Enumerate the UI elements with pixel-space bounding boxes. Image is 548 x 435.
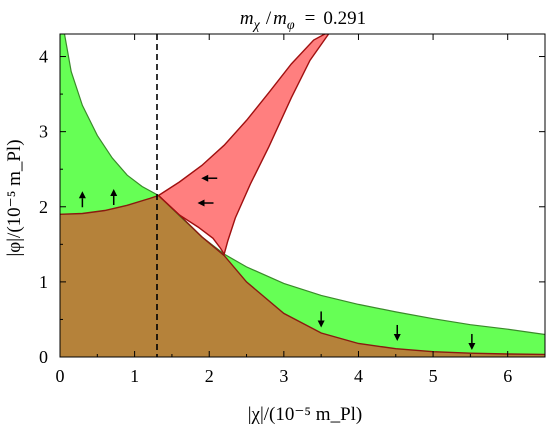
x-tick-label: 4 [354, 366, 363, 386]
y-tick-label: 3 [39, 122, 48, 142]
y-axis-ticks: 0 1 2 3 4 [39, 47, 545, 367]
x-tick-label: 3 [279, 366, 288, 386]
red-upper-boundary-line [158, 33, 326, 197]
x-tick-label: 1 [130, 366, 139, 386]
title-m2: m [273, 8, 287, 29]
x-axis-ticks: 0 1 2 3 4 5 6 [56, 34, 512, 386]
y-tick-label: 0 [39, 347, 48, 367]
arrow-head [201, 174, 209, 182]
arrow-head [197, 199, 205, 207]
arrow-head [78, 191, 86, 199]
x-axis-title: |χ|/(10⁻⁵ m_Pl) [248, 404, 363, 425]
arrow-down [317, 311, 325, 328]
x-tick-label: 6 [503, 366, 512, 386]
arrow-down [393, 324, 401, 341]
arrow-head [110, 189, 118, 197]
title-m1: m [240, 8, 254, 29]
plot-boundary-lines [59, 33, 546, 356]
brown-region [60, 195, 545, 357]
y-tick-label: 1 [39, 272, 48, 292]
x-tick-label: 0 [56, 366, 65, 386]
plot-regions [60, 34, 545, 357]
arrow-left [201, 174, 218, 182]
y-tick-label: 4 [39, 47, 48, 67]
title-phi: φ [287, 18, 295, 33]
arrow-head [393, 333, 401, 341]
plot-frame [59, 33, 546, 358]
title-value: 0.291 [323, 8, 366, 29]
chart-title: mχ / mφ = 0.291 [240, 8, 366, 33]
flow-arrows [78, 174, 476, 350]
red-region [158, 34, 329, 255]
arrow-up [110, 189, 118, 206]
axes-frame [59, 33, 546, 358]
title-eq: = [305, 8, 316, 29]
brown-boundary-line [59, 194, 546, 356]
arrow-up [78, 191, 86, 208]
arrow-left [197, 199, 214, 207]
y-tick-label: 2 [39, 197, 48, 217]
x-tick-label: 2 [205, 366, 214, 386]
title-slash: / [266, 8, 272, 29]
arrow-head [317, 320, 325, 328]
red-lower-boundary-line [158, 33, 330, 256]
title-chi: χ [252, 18, 261, 33]
arrow-head [468, 342, 476, 350]
x-tick-label: 5 [429, 366, 438, 386]
y-axis-title: |φ|/(10⁻⁵ m_Pl) [4, 139, 25, 256]
arrow-down [468, 333, 476, 350]
